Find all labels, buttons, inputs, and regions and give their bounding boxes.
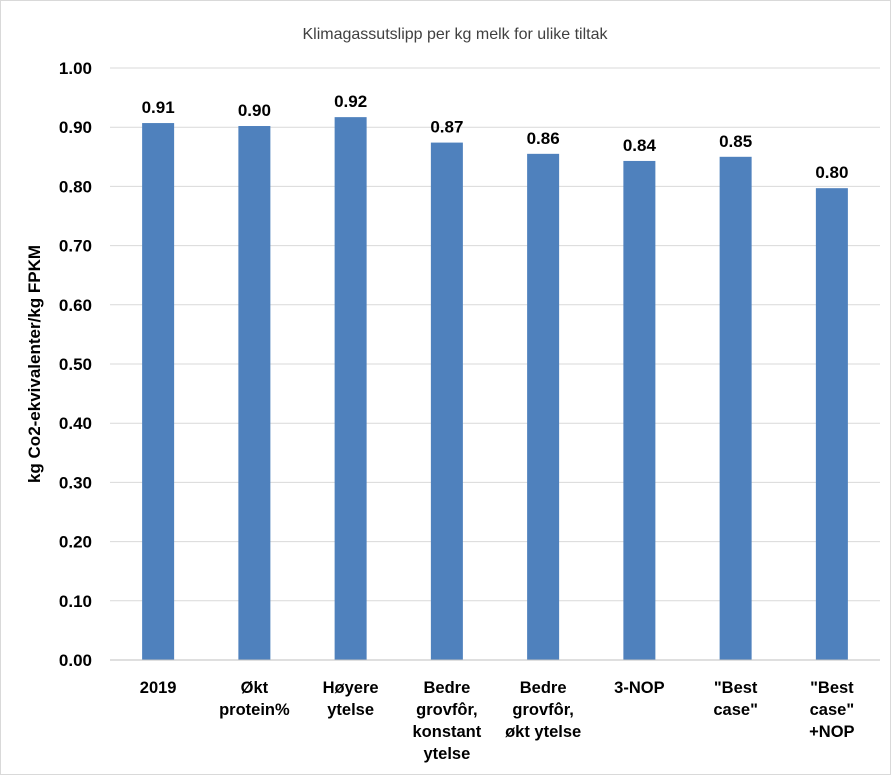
bar xyxy=(719,156,752,661)
x-tick-label: "Best case" +NOP xyxy=(809,679,854,741)
chart-title: Klimagassutslipp per kg melk for ulike t… xyxy=(302,26,608,43)
y-tick-label: 0.10 xyxy=(59,592,92,611)
x-tick-line: konstant xyxy=(412,723,481,741)
x-tick-label: 2019 xyxy=(140,679,177,697)
data-labels: 0.91 0.90 0.92 0.87 0.86 0.84 0.85 0.80 xyxy=(142,92,849,182)
data-label: 0.84 xyxy=(623,136,657,155)
y-tick-label: 0.60 xyxy=(59,296,92,315)
data-label: 0.90 xyxy=(238,101,271,120)
bar xyxy=(527,153,560,660)
y-tick-label: 0.70 xyxy=(59,237,92,256)
x-axis-ticks: 2019 Økt protein% Høyere ytelse Bedre grovfôr,… xyxy=(140,679,855,763)
y-tick-label: 0.00 xyxy=(59,651,92,670)
y-tick-label: 0.40 xyxy=(59,414,92,433)
data-label: 0.85 xyxy=(719,132,752,151)
x-tick-line: "Best xyxy=(810,679,854,697)
x-tick-line: ytelse xyxy=(423,745,470,763)
bar xyxy=(623,160,656,660)
x-tick-line: Økt xyxy=(241,679,269,697)
x-tick-line: grovfôr, xyxy=(512,701,573,719)
data-label: 0.92 xyxy=(334,92,367,111)
x-tick-line: case" xyxy=(810,701,855,719)
x-tick-line: case" xyxy=(713,701,758,719)
y-tick-label: 0.80 xyxy=(59,177,92,196)
y-axis-ticks: 0.00 0.10 0.20 0.30 0.40 0.50 0.60 0.70 0.80 0.90… xyxy=(59,59,92,670)
gridlines xyxy=(110,67,880,602)
y-tick-label: 0.50 xyxy=(59,355,92,374)
x-tick-line: Bedre xyxy=(423,679,470,697)
x-tick-line: Bedre xyxy=(520,679,567,697)
y-tick-label: 0.90 xyxy=(59,118,92,137)
x-tick-label: 3-NOP xyxy=(614,679,664,697)
data-label: 0.87 xyxy=(430,118,463,137)
data-label: 0.86 xyxy=(527,129,560,148)
bar xyxy=(815,188,848,660)
x-tick-label: Økt protein% xyxy=(219,679,290,719)
y-tick-label: 1.00 xyxy=(59,59,92,78)
x-tick-line: grovfôr, xyxy=(416,701,477,719)
x-tick-label: Bedre grovfôr, økt ytelse xyxy=(505,679,581,741)
x-tick-line: 3-NOP xyxy=(614,679,664,697)
bar xyxy=(430,142,463,661)
bars xyxy=(142,117,848,661)
data-label: 0.91 xyxy=(142,98,175,117)
x-tick-label: "Best case" xyxy=(713,679,758,719)
bar xyxy=(142,123,175,660)
y-tick-label: 0.30 xyxy=(59,473,92,492)
y-tick-label: 0.20 xyxy=(59,533,92,552)
x-tick-label: Høyere ytelse xyxy=(323,679,379,719)
y-axis-label: kg Co2-ekvivalenter/kg FPKM xyxy=(25,245,44,483)
x-tick-label: Bedre grovfôr, konstant ytelse xyxy=(412,679,481,763)
x-tick-line: ytelse xyxy=(327,701,374,719)
x-tick-line: Høyere xyxy=(323,679,379,697)
x-tick-line: "Best xyxy=(714,679,758,697)
bar xyxy=(238,126,271,661)
x-tick-line: økt ytelse xyxy=(505,723,581,741)
data-label: 0.80 xyxy=(815,163,848,182)
x-tick-line: +NOP xyxy=(809,723,854,741)
bar xyxy=(334,117,367,661)
x-tick-line: protein% xyxy=(219,701,290,719)
x-tick-line: 2019 xyxy=(140,679,177,697)
